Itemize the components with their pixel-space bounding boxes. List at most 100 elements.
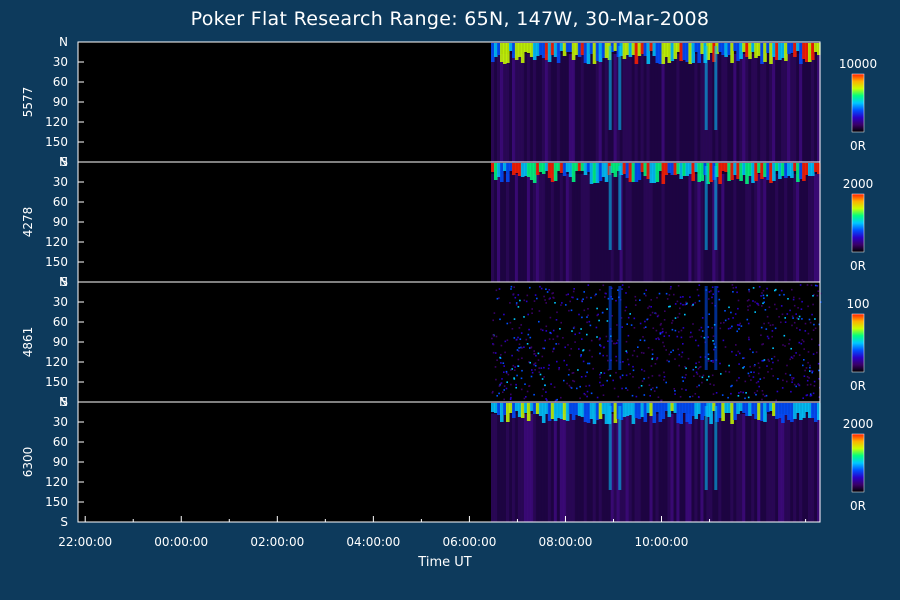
colorbar-max-label: 2000 [843, 177, 874, 191]
emission-speckle [627, 316, 630, 319]
emission-band [517, 403, 522, 417]
emission-speckle [578, 348, 580, 350]
emission-column [709, 54, 713, 162]
emission-column [598, 54, 603, 162]
emission-column [757, 414, 761, 522]
emission-band [529, 43, 534, 57]
emission-column [736, 54, 740, 162]
emission-band [631, 163, 636, 182]
emission-speckle [658, 292, 661, 295]
emission-speckle [793, 304, 796, 307]
emission-speckle [607, 359, 609, 362]
emission-speckle [698, 366, 701, 369]
emission-speckle [655, 329, 658, 332]
emission-speckle [529, 361, 531, 364]
emission-band [497, 43, 501, 55]
emission-band [766, 43, 770, 53]
emission-column [724, 414, 728, 522]
emission-speckle [680, 355, 683, 358]
emission-speckle [674, 393, 676, 395]
emission-speckle [717, 290, 720, 293]
emission-speckle [763, 301, 765, 304]
emission-band [682, 43, 686, 60]
emission-speckle [674, 390, 676, 392]
emission-band [790, 403, 794, 422]
emission-speckle [587, 362, 589, 365]
emission-column [613, 414, 618, 522]
emission-speckle [663, 371, 665, 374]
emission-band [730, 163, 734, 180]
emission-column [509, 414, 513, 522]
emission-band [802, 403, 806, 418]
emission-band [760, 43, 764, 64]
emission-speckle [732, 317, 734, 319]
emission-column [667, 174, 672, 282]
emission-speckle [670, 286, 672, 288]
emission-speckle [559, 328, 561, 330]
emission-band [724, 403, 728, 413]
emission-band [754, 403, 758, 419]
emission-band [556, 163, 561, 171]
emission-band [772, 403, 776, 416]
emission-band [742, 163, 746, 175]
emission-band [775, 163, 779, 171]
y-tick-label: S [60, 275, 68, 289]
emission-column [787, 174, 791, 282]
emission-speckle [550, 383, 552, 385]
emission-speckle [663, 376, 666, 378]
emission-column [550, 174, 555, 282]
emission-speckle [788, 338, 791, 341]
emission-speckle [723, 321, 725, 324]
emission-speckle [651, 348, 654, 351]
emission-speckle [802, 340, 805, 343]
emission-column [535, 54, 540, 162]
emission-speckle [581, 299, 583, 302]
emission-speckle [600, 372, 602, 374]
emission-band [670, 163, 675, 175]
emission-column [634, 174, 639, 282]
emission-speckle [814, 318, 816, 320]
emission-speckle [499, 382, 502, 385]
emission-speckle [680, 336, 683, 339]
emission-speckle [668, 335, 670, 337]
emission-speckle [762, 359, 765, 362]
emission-speckle [560, 321, 562, 324]
emission-speckle [657, 337, 659, 339]
emission-column [760, 414, 764, 522]
emission-streak [608, 166, 612, 250]
emission-band [664, 403, 669, 411]
emission-speckle [806, 394, 809, 396]
emission-speckle [706, 379, 708, 381]
emission-speckle [799, 329, 801, 331]
emission-speckle [812, 329, 815, 331]
emission-speckle [629, 313, 631, 315]
y-tick-label: 60 [53, 195, 68, 209]
emission-column [568, 174, 573, 282]
emission-speckle [719, 327, 722, 330]
emission-speckle [612, 379, 614, 382]
emission-speckle [771, 335, 773, 338]
emission-speckle [746, 299, 749, 302]
emission-speckle [542, 347, 544, 349]
emission-speckle [521, 369, 523, 372]
emission-speckle [518, 347, 520, 349]
emission-speckle [788, 343, 790, 345]
emission-speckle [632, 369, 635, 372]
emission-band [506, 163, 510, 182]
y-tick-label: 30 [53, 175, 68, 189]
emission-column [520, 414, 525, 522]
emission-speckle [560, 304, 562, 306]
emission-streak [618, 286, 622, 370]
emission-speckle [692, 368, 695, 371]
emission-band [512, 43, 516, 58]
emission-band [514, 163, 519, 173]
emission-column [637, 174, 642, 282]
emission-band [503, 403, 507, 415]
emission-band [796, 43, 800, 51]
emission-speckle [818, 323, 821, 326]
emission-speckle [754, 311, 756, 313]
emission-speckle [674, 358, 676, 360]
emission-speckle [759, 378, 762, 380]
emission-column [817, 54, 821, 162]
emission-column [497, 54, 501, 162]
